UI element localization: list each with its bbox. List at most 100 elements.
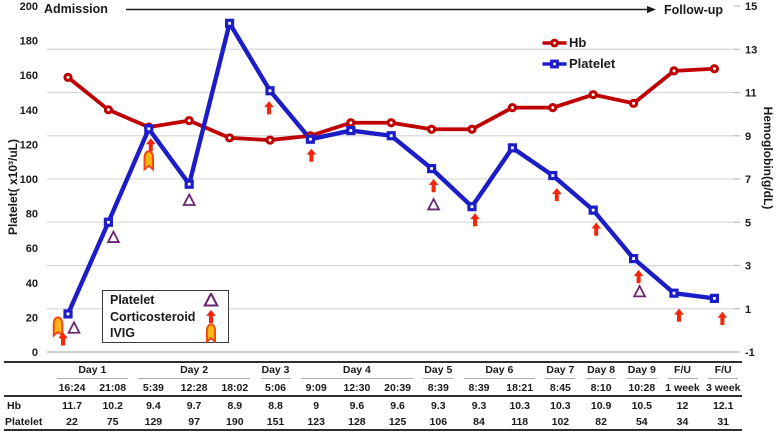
hb-point-center <box>106 108 110 112</box>
right-axis-tick-label: -1 <box>745 347 755 359</box>
time-header: 20:39 <box>384 381 412 394</box>
time-header: 9:09 <box>305 381 327 394</box>
platelet-point-center <box>713 296 716 300</box>
left-axis-tick-label: 40 <box>26 278 38 290</box>
hb-value-cell: 10.3 <box>550 399 571 412</box>
platelet-point-center <box>389 134 393 138</box>
arrow-event-marker <box>674 308 684 322</box>
day-header: Day 2 <box>180 364 209 376</box>
platelet-value-cell: 102 <box>551 415 570 428</box>
left-axis-tick-label: 120 <box>20 139 38 151</box>
triangle-event-marker <box>67 320 81 334</box>
treatment-legend-item-corticosteroid: Corticosteroid <box>103 308 228 325</box>
time-header: 8:45 <box>549 381 571 394</box>
platelet-point-center <box>551 174 555 177</box>
hb-point-center <box>712 67 716 71</box>
arrow-event-marker <box>633 269 644 284</box>
ivig-event-marker <box>52 316 64 338</box>
hb-value-cell: 10.9 <box>590 399 612 412</box>
time-header: 12:30 <box>343 381 371 394</box>
hb-point-center <box>268 138 272 142</box>
platelet-value-cell: 54 <box>635 415 648 428</box>
day-header: Day 3 <box>261 364 290 376</box>
arrow-event-marker <box>591 222 601 236</box>
time-header: 12:28 <box>180 381 208 394</box>
platelet-value-cell: 128 <box>348 415 366 428</box>
platelet-point-center <box>349 129 353 132</box>
hb-value-cell: 12 <box>676 399 689 412</box>
right-axis-tick-label: 11 <box>745 88 757 100</box>
table-border-line <box>4 428 742 431</box>
time-header: 1 week <box>665 381 700 394</box>
arrow-event-marker <box>717 311 728 325</box>
day-header: Day 8 <box>587 364 616 376</box>
left-axis-tick-label: 200 <box>20 1 38 13</box>
hb-value-cell: 10.2 <box>102 399 123 412</box>
day-header-underline <box>586 377 617 380</box>
platelet-point-center <box>228 21 231 25</box>
platelet-swatch-marker-center <box>553 62 556 65</box>
left-axis-tick-label: 60 <box>26 243 38 255</box>
triangle-glyph <box>203 292 219 307</box>
hb-point-center <box>66 75 70 79</box>
day-header: Day 5 <box>424 364 453 376</box>
platelet-value-cell: 123 <box>307 415 325 428</box>
platelet-point-center <box>430 167 433 171</box>
arrow-event-marker <box>58 332 68 346</box>
platelet-value-cell: 190 <box>226 415 244 428</box>
platelet-value-cell: 34 <box>676 415 689 428</box>
hb-value-cell: 8.8 <box>268 399 283 412</box>
day-header: F/U <box>674 364 691 376</box>
day-header-underline <box>464 377 535 380</box>
triangle-event-marker <box>182 192 197 206</box>
treatment-legend-item-ivig: IVIG <box>103 323 228 343</box>
hb-swatch-marker-center <box>553 41 556 44</box>
treatment-label-corticosteroid: Corticosteroid <box>110 309 196 324</box>
hb-value-cell: 9.6 <box>390 399 405 412</box>
time-header: 16:24 <box>58 381 86 394</box>
time-header: 18:21 <box>506 381 534 394</box>
hb-point-center <box>672 69 676 73</box>
platelet-value-cell: 22 <box>66 415 78 428</box>
time-header: 5:39 <box>142 381 164 394</box>
platelet-value-cell: 97 <box>188 415 200 428</box>
platelet-point-center <box>470 205 474 209</box>
platelet-value-cell: 106 <box>429 415 448 428</box>
admission-arrowhead-icon <box>647 5 656 14</box>
time-header: 3 week <box>705 381 741 394</box>
treatment-legend-item-platelet: Platelet <box>103 292 228 309</box>
hb-point-center <box>187 119 191 123</box>
platelet-value-cell: 84 <box>473 415 485 428</box>
platelet-point-center <box>107 220 110 224</box>
left-axis-tick-label: 100 <box>20 174 38 186</box>
ivig-marker-icon <box>206 323 216 343</box>
hb-point-center <box>430 127 434 131</box>
ivig-event-marker <box>143 150 155 172</box>
right-axis-tick-label: 5 <box>745 217 751 229</box>
time-header: 8:39 <box>427 381 449 394</box>
day-header: Day 9 <box>627 364 656 376</box>
hb-point-center <box>551 106 555 110</box>
platelet-value-cell: 151 <box>266 415 285 428</box>
day-header: Day 1 <box>78 364 107 376</box>
day-header-underline <box>545 377 576 380</box>
table-border-line <box>4 395 742 398</box>
legend-label-hb: Hb <box>569 35 587 50</box>
platelet-point-center <box>66 312 70 316</box>
series-legend: Hb Platelet <box>541 32 615 74</box>
left-axis-tick-label: 0 <box>32 347 38 359</box>
hb-row-label: Hb <box>7 399 21 412</box>
arrow-glyph <box>206 309 216 324</box>
platelet-line-swatch-icon <box>542 59 567 68</box>
platelet-point-center <box>511 146 514 150</box>
platelet-value-cell: 129 <box>144 415 163 428</box>
arrow-event-marker <box>146 138 156 152</box>
day-header: Day 7 <box>546 364 575 376</box>
left-axis-tick-label: 140 <box>20 105 38 117</box>
platelet-value-cell: 82 <box>595 415 607 428</box>
day-header-underline <box>138 377 250 380</box>
hb-value-cell: 11.7 <box>62 399 82 412</box>
followup-label: Follow-up <box>664 3 724 17</box>
platelet-value-cell: 125 <box>388 415 407 428</box>
